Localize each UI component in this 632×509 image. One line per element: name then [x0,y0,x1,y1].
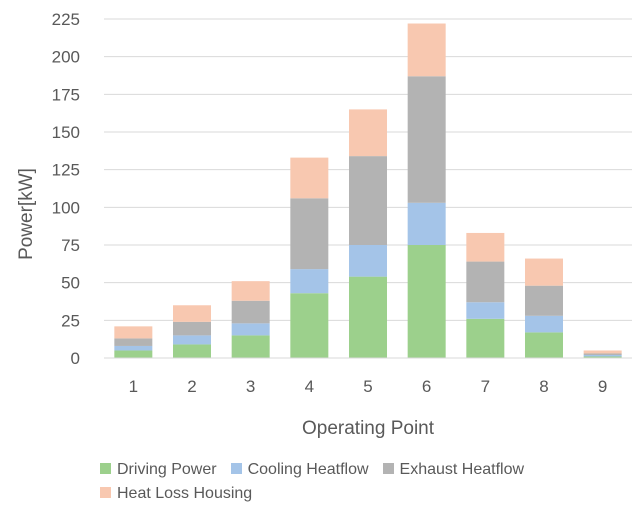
legend-label: Driving Power [117,461,217,478]
x-axis-ticks: 1 2 3 4 5 6 7 8 9 [129,377,608,396]
x-tick-label: 4 [305,377,314,396]
bar-segment-cooling-heatflow [525,315,563,333]
bar-segment-exhaust-heatflow [466,261,505,303]
x-tick-label: 9 [598,377,607,396]
legend-swatch [100,487,111,498]
y-axis-title: Power[kW] [16,168,37,260]
y-tick-label: 225 [52,10,80,29]
legend-item: Exhaust Heatflow [382,458,525,482]
legend-label: Exhaust Heatflow [399,461,525,478]
legend-item: Heat Loss Housing [100,482,252,506]
legend-swatch [100,463,111,474]
bar-segment-cooling-heatflow [583,354,622,357]
bar-segment-exhaust-heatflow [290,198,329,270]
y-tick-label: 0 [71,349,80,368]
legend-swatch [382,463,394,474]
bar-segment-exhaust-heatflow [114,338,153,346]
y-tick-label: 175 [52,85,80,104]
x-tick-label: 3 [246,377,255,396]
bar-segment-heat-loss-housing [114,326,153,339]
x-tick-label: 1 [129,377,138,396]
bar-segment-cooling-heatflow [173,335,211,345]
x-tick-label: 8 [539,377,548,396]
bar-segment-cooling-heatflow [407,202,446,245]
bar-segment-exhaust-heatflow [349,156,387,245]
bar-segment-heat-loss-housing [290,157,329,199]
y-tick-label: 150 [52,123,80,142]
bar-segment-driving-power [407,245,446,358]
bar-segment-driving-power [114,350,153,358]
legend-label: Cooling Heatflow [247,461,369,478]
bar-segment-driving-power [349,276,387,358]
bar-segment-driving-power [525,332,563,358]
bar-segment-heat-loss-housing [525,258,563,286]
y-tick-label: 50 [61,274,80,293]
x-tick-label: 6 [422,377,431,396]
bar-segment-exhaust-heatflow [583,353,622,355]
bar-segment-heat-loss-housing [407,23,446,77]
bar-segment-driving-power [583,356,622,358]
legend-item: Cooling Heatflow [230,458,369,482]
y-tick-label: 100 [52,198,80,217]
bar-segment-heat-loss-housing [231,281,270,301]
bar-segment-exhaust-heatflow [407,76,446,203]
bar-segment-cooling-heatflow [349,245,387,277]
bar-segment-heat-loss-housing [349,109,387,157]
bar-segment-exhaust-heatflow [525,285,563,316]
y-tick-label: 75 [61,236,80,255]
bar-segment-driving-power [466,318,505,358]
legend-item: Driving Power [100,458,217,482]
bar-segment-cooling-heatflow [231,323,270,336]
y-tick-label: 200 [52,48,80,67]
bar-segment-heat-loss-housing [583,350,622,354]
legend: Driving Power Cooling Heatflow Exhaust Hea… [100,458,630,506]
y-tick-label: 125 [52,161,80,180]
y-tick-label: 25 [61,311,80,330]
bar-segment-cooling-heatflow [114,345,153,351]
bar-segment-heat-loss-housing [466,232,505,262]
legend-label: Heat Loss Housing [117,485,253,502]
bar-segment-driving-power [290,293,329,358]
bar-segment-cooling-heatflow [466,302,505,319]
x-tick-label: 7 [481,377,490,396]
legend-swatch [230,463,242,474]
bar-segment-driving-power [231,335,270,358]
x-tick-label: 5 [363,377,372,396]
x-axis-title: Operating Point [302,418,435,439]
bar-segment-exhaust-heatflow [231,300,270,324]
y-axis-ticks: 0 25 50 75 100 125 150 175 200 225 [52,10,80,368]
bar-segment-driving-power [173,344,211,358]
bars [104,23,632,359]
bar-segment-heat-loss-housing [173,305,211,322]
bar-segment-exhaust-heatflow [173,321,211,336]
bar-segment-cooling-heatflow [290,269,329,294]
stacked-bar-chart: 0 25 50 75 100 125 150 175 200 225 1 2 3 4 5 6 7 8 9 Oper… [16,10,632,439]
x-tick-label: 2 [187,377,196,396]
